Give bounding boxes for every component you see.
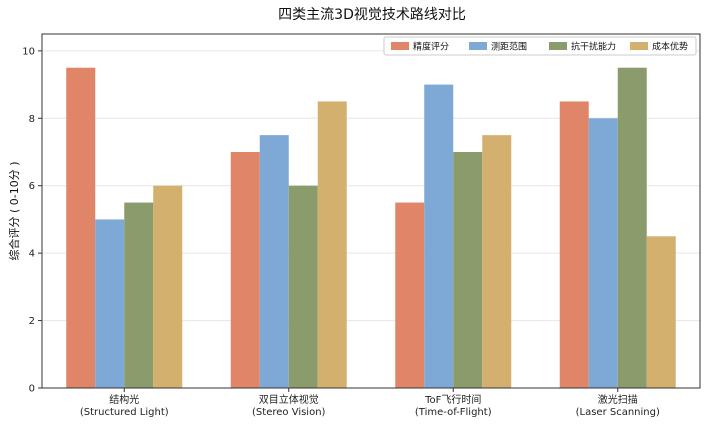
bar-2-3 <box>288 185 318 388</box>
x-tick-sublabel: (Laser Scanning) <box>576 407 660 418</box>
x-tick-sublabel: (Stereo Vision) <box>252 407 326 418</box>
y-tick-label: 10 <box>22 46 35 57</box>
y-tick-label: 6 <box>29 181 35 192</box>
legend-box <box>383 36 697 56</box>
chart-title: 四类主流3D视觉技术路线对比 <box>278 7 466 23</box>
bar-3-1 <box>395 202 425 388</box>
bar-4-2 <box>588 118 618 389</box>
legend-swatch-1 <box>391 42 409 50</box>
legend-label-1: 精度评分 <box>413 41 449 53</box>
bar-2-2 <box>259 135 289 388</box>
legend: 精度评分 测距范围 抗干扰能力 成本优势 <box>383 36 697 56</box>
y-tick-label: 2 <box>29 316 35 327</box>
legend-label-3: 抗干扰能力 <box>571 41 616 53</box>
legend-label-2: 测距范围 <box>491 41 527 53</box>
bar-3-2 <box>424 84 454 389</box>
bar-4-4 <box>646 236 676 388</box>
y-tick-label: 0 <box>29 384 35 395</box>
x-ticks: 结构光(Structured Light) 双目立体视觉(Stereo Visio… <box>80 388 660 418</box>
legend-swatch-4 <box>630 42 648 50</box>
y-tick-label: 8 <box>29 114 35 125</box>
bar-4-1 <box>559 101 589 388</box>
x-tick-label: ToF飞行时间 <box>424 393 481 406</box>
bar-3-4 <box>482 135 512 388</box>
y-tick-label: 4 <box>29 249 35 260</box>
x-tick-sublabel: (Structured Light) <box>80 407 169 418</box>
x-tick-label: 激光扫描 <box>598 393 638 406</box>
y-ticks: 0 2 4 6 8 10 <box>22 46 42 395</box>
legend-swatch-2 <box>469 42 487 50</box>
bar-2-1 <box>230 152 260 388</box>
bar-3-3 <box>453 152 483 388</box>
bar-4-3 <box>617 67 647 388</box>
x-tick-sublabel: (Time-of-Flight) <box>415 407 492 418</box>
bars-layer <box>66 67 676 389</box>
x-tick-label: 双目立体视觉 <box>259 393 319 406</box>
bar-1-2 <box>95 219 125 388</box>
legend-swatch-3 <box>549 42 567 50</box>
bar-1-1 <box>66 67 96 388</box>
bar-2-4 <box>317 101 347 388</box>
plot-frame <box>41 33 701 389</box>
legend-label-4: 成本优势 <box>652 41 688 53</box>
x-tick-label: 结构光 <box>109 393 139 406</box>
y-axis-label: 综合评分 ( 0-10分 ) <box>7 161 21 260</box>
bar-1-4 <box>153 185 183 388</box>
bar-1-3 <box>124 202 154 388</box>
